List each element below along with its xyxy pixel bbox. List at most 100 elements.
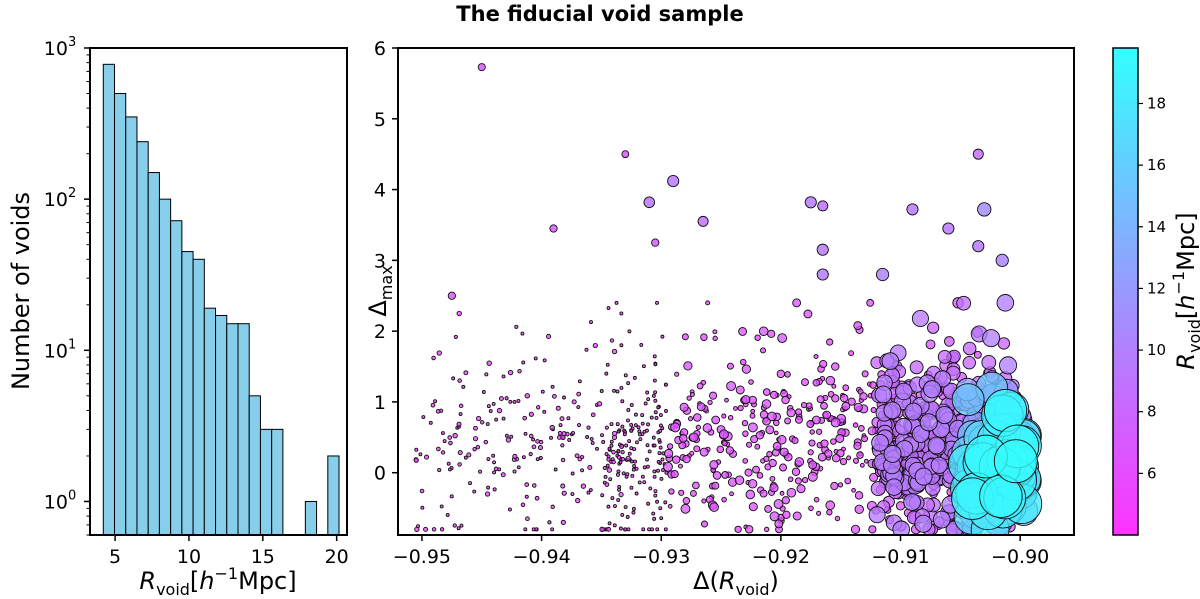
scatter-point [456, 310, 462, 317]
histogram-x-axis-label: Rvoid[h−1Mpc] [139, 564, 296, 599]
scatter-point [599, 389, 604, 393]
scatter-point [712, 329, 718, 335]
scatter-point [538, 456, 543, 460]
scatter-point [528, 433, 534, 439]
scatter-point [523, 431, 528, 436]
scatter-point [709, 391, 718, 400]
colorbar-tick-label: 12 [1147, 279, 1166, 297]
scatter-point [914, 514, 933, 533]
scatter-point [560, 457, 566, 463]
scatter-point [491, 453, 496, 458]
scatter-point [745, 525, 754, 534]
figure-title: The fiducial void sample [456, 2, 744, 26]
scatter-point [520, 502, 526, 508]
scatter-point [741, 394, 751, 405]
scatter-point [608, 477, 613, 482]
scatter-point [861, 435, 868, 443]
scatter-point [602, 465, 607, 470]
scatter-x-tick-label: −0.93 [632, 546, 690, 568]
histogram-panel: 5 10 15 20 100 101 102 103 Number of voids Rvoi… [7, 35, 349, 599]
scatter-point [488, 409, 493, 413]
scatter-point [615, 389, 620, 394]
scatter-point [702, 423, 713, 433]
colorbar-panel: 6 8 10 12 14 16 18 Rvoid[h−1Mpc] [1112, 47, 1200, 536]
histogram-bar-11 [226, 323, 239, 535]
scatter-point [741, 419, 749, 427]
scatter-point [559, 416, 565, 422]
scatter-point [792, 511, 802, 521]
scatter-point-outlier [875, 267, 890, 282]
scatter-point [643, 401, 648, 406]
scatter-point [721, 413, 727, 419]
scatter-point [656, 468, 660, 473]
scatter-point [647, 449, 652, 454]
scatter-point [664, 448, 674, 459]
scatter-point [738, 327, 748, 336]
scatter-point [813, 354, 819, 360]
scatter-point [616, 448, 621, 453]
histogram-x-tick-label: 10 [177, 546, 201, 568]
scatter-point [696, 402, 706, 412]
scatter-point [868, 506, 886, 524]
scatter-point-outlier [549, 224, 558, 233]
scatter-point [851, 487, 856, 493]
scatter-point [923, 380, 942, 399]
scatter-point [664, 409, 668, 413]
scatter-point [447, 435, 453, 440]
scatter-point [820, 439, 829, 448]
scatter-point [617, 484, 622, 489]
scatter-point [618, 491, 624, 498]
scatter-point [536, 405, 541, 410]
scatter-point [512, 399, 517, 404]
scatter-point [606, 467, 613, 473]
scatter-point [944, 336, 955, 347]
scatter-point [452, 432, 458, 439]
scatter-point [560, 443, 565, 448]
scatter-point [570, 431, 576, 436]
scatter-point [566, 416, 571, 421]
scatter-point [839, 457, 848, 466]
scatter-point [414, 526, 420, 532]
scatter-y-tick-label: 0 [374, 463, 386, 485]
scatter-point [927, 321, 940, 334]
scatter-point [486, 457, 491, 462]
scatter-y-tick-label: 4 [374, 180, 386, 202]
scatter-point [605, 463, 610, 468]
scatter-point [433, 399, 438, 404]
scatter-point [555, 405, 561, 411]
scatter-point [866, 298, 875, 307]
scatter-point [914, 467, 933, 486]
scatter-point [881, 352, 900, 370]
scatter-point [620, 449, 625, 455]
scatter-point [740, 358, 747, 366]
scatter-point [612, 388, 617, 393]
scatter-point [653, 493, 658, 498]
scatter-point [483, 439, 489, 445]
scatter-point-outlier [995, 253, 1009, 267]
scatter-point [472, 436, 479, 442]
scatter-point [806, 420, 815, 428]
scatter-point [639, 342, 644, 347]
scatter-point [769, 511, 780, 522]
scatter-point [636, 425, 641, 430]
scatter-point [542, 358, 547, 363]
scatter-points [413, 63, 1043, 535]
scatter-point [725, 446, 735, 455]
scatter-point [549, 424, 555, 431]
scatter-point [631, 506, 636, 511]
scatter-point [615, 472, 621, 477]
scatter-point [484, 491, 491, 497]
scatter-point [504, 433, 509, 438]
scatter-point [486, 360, 492, 366]
scatter-point [439, 527, 445, 532]
scatter-point [871, 433, 889, 452]
scatter-point [830, 438, 837, 445]
scatter-point [642, 465, 647, 470]
scatter-point [847, 397, 856, 406]
scatter-point [604, 425, 609, 430]
scatter-point [932, 510, 951, 529]
scatter-point [629, 485, 634, 490]
scatter-point [603, 474, 608, 479]
scatter-point [807, 471, 818, 482]
colorbar-tick-label: 14 [1147, 218, 1166, 236]
